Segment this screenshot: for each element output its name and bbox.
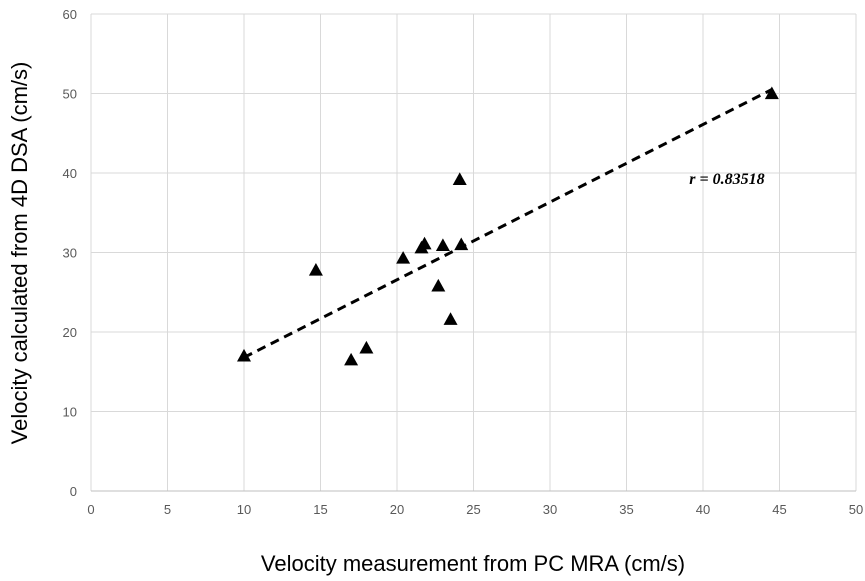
data-point bbox=[764, 86, 779, 100]
x-tick-label: 5 bbox=[164, 502, 171, 517]
x-axis-title: Velocity measurement from PC MRA (cm/s) bbox=[261, 551, 685, 576]
data-point bbox=[443, 312, 458, 325]
x-tick-label: 10 bbox=[237, 502, 251, 517]
y-tick-label: 50 bbox=[63, 87, 77, 102]
y-tick-label: 0 bbox=[70, 484, 77, 499]
x-tick-label: 50 bbox=[849, 502, 863, 517]
correlation-annotation: r = 0.83518 bbox=[689, 171, 764, 188]
data-point bbox=[396, 251, 411, 264]
annotations: r = 0.83518 bbox=[689, 171, 764, 188]
x-tick-label: 20 bbox=[390, 502, 404, 517]
data-point bbox=[431, 278, 446, 292]
data-point bbox=[344, 352, 359, 366]
x-tick-label: 45 bbox=[772, 502, 786, 517]
data-point bbox=[417, 236, 432, 250]
y-tick-label: 60 bbox=[63, 7, 77, 22]
data-point bbox=[454, 237, 469, 251]
y-tick-labels: 0 10 20 30 40 50 60 bbox=[63, 7, 77, 499]
grid-lines bbox=[90, 13, 857, 492]
y-tick-label: 40 bbox=[63, 166, 77, 181]
data-point bbox=[452, 172, 467, 185]
trendline bbox=[243, 88, 773, 359]
y-tick-label: 30 bbox=[63, 246, 77, 261]
x-tick-labels: 0 5 10 15 20 25 30 35 40 45 50 bbox=[87, 502, 863, 517]
data-point bbox=[237, 348, 251, 362]
y-tick-label: 10 bbox=[63, 405, 77, 420]
trendline-group bbox=[243, 88, 773, 359]
x-tick-label: 40 bbox=[696, 502, 710, 517]
data-point bbox=[359, 340, 374, 354]
y-tick-label: 20 bbox=[63, 325, 77, 340]
x-tick-label: 0 bbox=[87, 502, 94, 517]
x-tick-label: 15 bbox=[313, 502, 327, 517]
x-tick-label: 25 bbox=[466, 502, 480, 517]
data-point bbox=[308, 262, 323, 276]
y-axis-title: Velocity calculated from 4D DSA (cm/s) bbox=[7, 62, 32, 445]
x-tick-label: 35 bbox=[619, 502, 633, 517]
data-points bbox=[237, 86, 779, 366]
x-tick-label: 30 bbox=[543, 502, 557, 517]
data-point bbox=[435, 238, 450, 251]
